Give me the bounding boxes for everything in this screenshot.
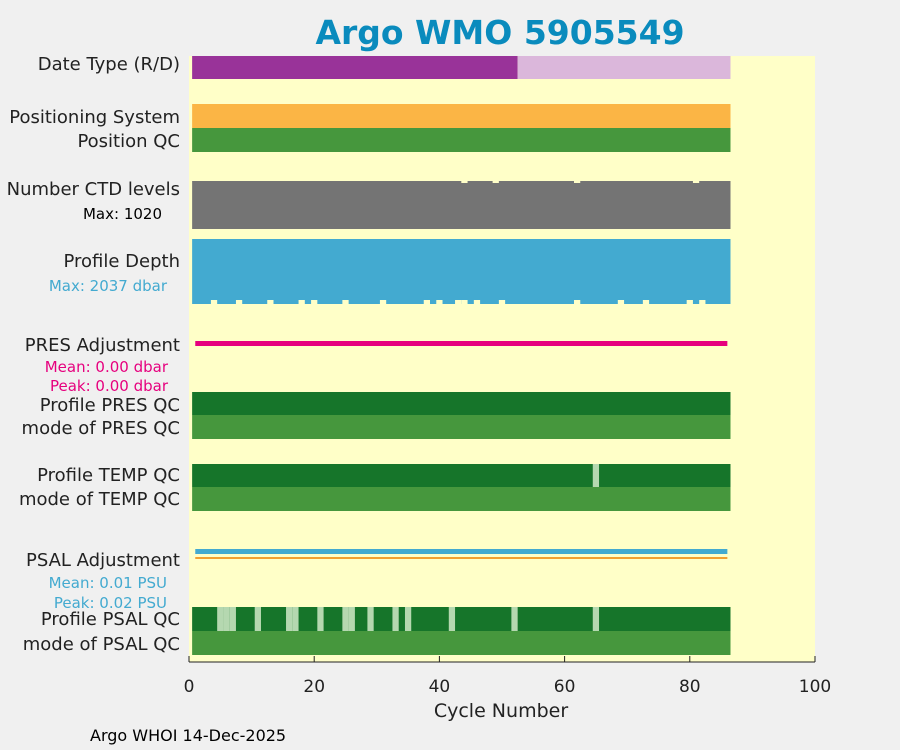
profile-psal-qc-partial	[317, 607, 324, 631]
position-qc-bar	[192, 128, 731, 152]
profile-depth-bar	[192, 239, 731, 304]
profile-psal-qc-partial	[217, 607, 224, 631]
profile-depth-gap	[342, 300, 349, 304]
profile-depth-gap	[473, 300, 481, 304]
profile-psal-qc-partial	[223, 607, 230, 631]
psal-adjustment-line	[195, 549, 728, 554]
ctd-levels-dip	[692, 181, 700, 183]
label-date-type: Date Type (R/D)	[38, 54, 180, 75]
profile-pres-qc-bar	[192, 392, 731, 415]
profile-psal-qc-partial	[348, 607, 355, 631]
profile-depth-gap	[210, 300, 218, 304]
profile-psal-qc-partial	[292, 607, 299, 631]
ctd-levels-dip	[492, 181, 499, 183]
profile-psal-qc-partial	[448, 607, 456, 631]
x-axis-label: Cycle Number	[434, 700, 568, 722]
plot-background	[189, 56, 815, 662]
x-tick-label: 100	[799, 677, 831, 697]
profile-psal-qc-partial	[367, 607, 374, 631]
profile-depth-gap	[498, 300, 506, 304]
profile-depth-gap	[267, 300, 274, 304]
profile-psal-qc-bar	[192, 607, 731, 631]
label-pres-adjustment: PRES Adjustment	[25, 335, 180, 356]
label-profile-psal-qc: Profile PSAL QC	[41, 609, 180, 630]
ctd-levels-dip	[461, 181, 468, 183]
profile-depth-max: Max: 2037 dbar	[49, 277, 168, 295]
profile-psal-qc-partial	[392, 607, 399, 631]
label-profile-pres-qc: Profile PRES QC	[40, 395, 180, 416]
pres-adjustment-peak: Peak: 0.00 dbar	[50, 377, 169, 395]
ctd-levels-max: Max: 1020	[83, 205, 162, 223]
x-tick-label: 20	[303, 677, 325, 697]
x-tick-label: 60	[554, 677, 576, 697]
profile-depth-gap	[298, 300, 305, 304]
profile-depth-gap	[436, 300, 443, 304]
profile-psal-qc-partial	[286, 607, 293, 631]
x-tick-label: 80	[679, 677, 701, 697]
positioning-system-bar	[192, 104, 731, 128]
profile-depth-gap	[686, 300, 693, 304]
label-positioning-system: Positioning System	[9, 107, 180, 128]
label-mode-temp-qc: mode of TEMP QC	[19, 489, 180, 510]
profile-depth-gap	[573, 300, 581, 304]
mode-pres-qc-bar	[192, 415, 731, 439]
psal-zero-line	[195, 557, 728, 559]
label-psal-adjustment: PSAL Adjustment	[26, 550, 180, 571]
x-tick-label: 0	[184, 677, 195, 697]
profile-depth-gap	[617, 300, 625, 304]
date-type-realtime-bar	[192, 56, 518, 79]
label-position-qc: Position QC	[77, 131, 180, 152]
profile-psal-qc-partial	[511, 607, 518, 631]
profile-depth-gap	[455, 300, 462, 304]
label-profile-depth: Profile Depth	[63, 251, 180, 272]
profile-temp-qc-bar	[192, 464, 731, 487]
profile-depth-gap	[311, 300, 318, 304]
x-tick-label: 40	[429, 677, 451, 697]
psal-adjustment-peak: Peak: 0.02 PSU	[54, 594, 167, 612]
profile-depth-gap	[235, 300, 243, 304]
ctd-levels-dip	[573, 181, 581, 183]
pres-adjustment-line	[195, 341, 728, 346]
footer-credit: Argo WHOI 14-Dec-2025	[90, 726, 286, 745]
profile-psal-qc-partial	[254, 607, 261, 631]
label-profile-temp-qc: Profile TEMP QC	[37, 465, 180, 486]
profile-depth-gap	[379, 300, 387, 304]
profile-psal-qc-partial	[229, 607, 236, 631]
ctd-levels-bar	[192, 181, 731, 229]
profile-temp-qc-partial	[592, 464, 600, 487]
profile-psal-qc-partial	[592, 607, 600, 631]
profile-depth-gap	[461, 300, 468, 304]
chart-marks	[192, 56, 731, 655]
date-type-delayed-bar	[517, 56, 731, 79]
profile-depth-gap	[423, 300, 431, 304]
label-ctd-levels: Number CTD levels	[7, 179, 180, 200]
profile-psal-qc-partial	[342, 607, 349, 631]
profile-depth-gap	[699, 300, 706, 304]
mode-temp-qc-bar	[192, 487, 731, 511]
pres-adjustment-mean: Mean: 0.00 dbar	[45, 358, 169, 376]
chart-title: Argo WMO 5905549	[315, 13, 684, 52]
mode-psal-qc-bar	[192, 631, 731, 655]
profile-depth-gap	[642, 300, 650, 304]
psal-adjustment-mean: Mean: 0.01 PSU	[49, 574, 167, 592]
label-mode-pres-qc: mode of PRES QC	[22, 418, 180, 439]
label-mode-psal-qc: mode of PSAL QC	[23, 634, 180, 655]
profile-psal-qc-partial	[404, 607, 412, 631]
x-axis: 0 20 40 60 80 100	[184, 656, 831, 697]
